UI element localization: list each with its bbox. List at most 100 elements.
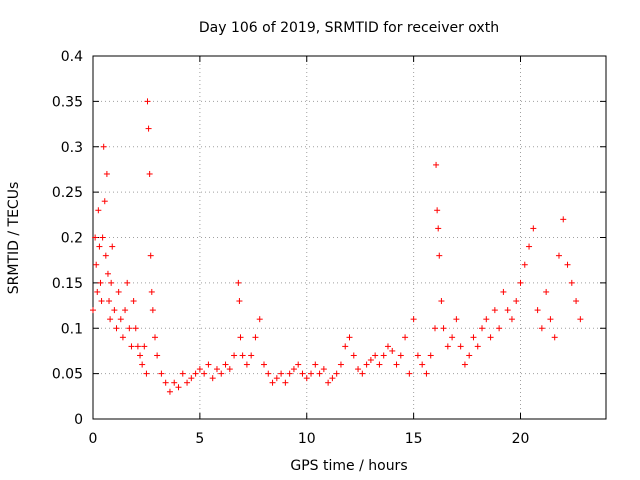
x-tick-label-2: 10: [298, 431, 316, 447]
data-point-0-82: [320, 366, 327, 373]
data-point-0-71: [273, 375, 280, 382]
data-point-0-24: [124, 279, 131, 286]
data-point-0-33: [143, 370, 150, 377]
data-point-0-146: [577, 316, 584, 323]
data-point-0-48: [184, 379, 191, 386]
data-point-0-123: [479, 325, 486, 332]
data-point-0-50: [192, 370, 199, 377]
data-point-0-44: [166, 388, 173, 395]
data-point-0-79: [308, 370, 315, 377]
x-axis-label: GPS time / hours: [290, 458, 407, 474]
data-point-0-12: [103, 170, 110, 177]
y-tick-label-1: 0.05: [52, 367, 83, 383]
data-point-0-28: [132, 325, 139, 332]
data-point-0-120: [466, 352, 473, 359]
data-point-0-60: [235, 279, 242, 286]
data-point-0-107: [427, 352, 434, 359]
data-point-0-74: [286, 370, 293, 377]
data-point-0-1: [92, 234, 99, 241]
data-point-0-134: [526, 243, 533, 250]
data-point-0-7: [98, 298, 105, 305]
data-point-0-54: [209, 375, 216, 382]
data-point-0-84: [329, 375, 336, 382]
data-point-0-133: [521, 261, 528, 268]
data-point-0-70: [269, 379, 276, 386]
data-point-0-106: [423, 370, 430, 377]
data-point-0-105: [419, 361, 426, 368]
data-point-0-67: [256, 316, 263, 323]
y-tick-label-5: 0.25: [52, 185, 83, 201]
data-point-0-55: [213, 366, 220, 373]
data-point-0-80: [312, 361, 319, 368]
data-point-0-111: [435, 225, 442, 232]
data-point-0-63: [239, 352, 246, 359]
data-point-0-17: [109, 243, 116, 250]
data-point-0-135: [530, 225, 537, 232]
chart-title: Day 106 of 2019, SRMTID for receiver oxt…: [199, 20, 499, 36]
data-point-0-88: [346, 334, 353, 341]
grid-layer: [92, 55, 606, 420]
data-point-0-20: [115, 288, 122, 295]
data-point-0-25: [126, 325, 133, 332]
data-point-0-2: [93, 261, 100, 268]
data-point-0-122: [474, 343, 481, 350]
data-point-0-116: [449, 334, 456, 341]
data-point-0-103: [410, 316, 417, 323]
data-point-0-15: [107, 316, 114, 323]
data-point-0-72: [278, 370, 285, 377]
data-point-0-14: [106, 298, 113, 305]
data-point-0-90: [355, 366, 362, 373]
data-point-0-83: [325, 379, 332, 386]
data-points-layer: [90, 98, 584, 395]
data-point-0-62: [237, 334, 244, 341]
data-point-0-37: [147, 252, 154, 259]
data-point-0-23: [122, 307, 129, 314]
data-point-0-118: [457, 343, 464, 350]
data-point-0-93: [367, 357, 374, 364]
data-point-0-125: [487, 334, 494, 341]
data-point-0-138: [543, 288, 550, 295]
data-point-0-18: [111, 307, 118, 314]
data-point-0-13: [104, 270, 111, 277]
data-point-0-98: [389, 347, 396, 354]
data-point-0-58: [226, 366, 233, 373]
data-point-0-26: [128, 343, 135, 350]
data-point-0-64: [243, 361, 250, 368]
data-point-0-95: [376, 361, 383, 368]
data-point-0-32: [141, 343, 148, 350]
y-tick-label-7: 0.35: [52, 94, 83, 110]
y-axis-label: SRMTID / TECUs: [6, 182, 22, 295]
data-point-0-76: [295, 361, 302, 368]
data-point-0-126: [491, 307, 498, 314]
data-point-0-128: [500, 288, 507, 295]
data-point-0-47: [179, 370, 186, 377]
data-point-0-112: [436, 252, 443, 259]
data-point-0-137: [538, 325, 545, 332]
data-point-0-57: [222, 361, 229, 368]
data-point-0-27: [130, 298, 137, 305]
data-point-0-141: [555, 252, 562, 259]
data-point-0-10: [101, 198, 108, 205]
data-point-0-100: [397, 352, 404, 359]
data-point-0-81: [316, 370, 323, 377]
data-point-0-6: [97, 279, 104, 286]
data-point-0-131: [513, 298, 520, 305]
data-point-0-40: [151, 334, 158, 341]
axes-layer: 0 5 10 15 20 0 0.05 0.1 0.15 0.2 0.25 0.3 0.35 0.4: [52, 49, 607, 447]
data-point-0-75: [290, 366, 297, 373]
data-point-0-51: [196, 366, 203, 373]
data-point-0-35: [145, 125, 152, 132]
data-point-0-3: [94, 288, 101, 295]
y-tick-label-4: 0.2: [61, 231, 83, 247]
data-point-0-130: [508, 316, 515, 323]
data-point-0-91: [359, 370, 366, 377]
data-point-0-65: [248, 352, 255, 359]
data-point-0-142: [560, 216, 567, 223]
data-point-0-22: [119, 334, 126, 341]
data-point-0-38: [148, 288, 155, 295]
y-tick-label-0: 0: [74, 412, 83, 428]
data-point-0-124: [483, 316, 490, 323]
data-point-0-49: [188, 375, 195, 382]
data-point-0-68: [261, 361, 267, 368]
